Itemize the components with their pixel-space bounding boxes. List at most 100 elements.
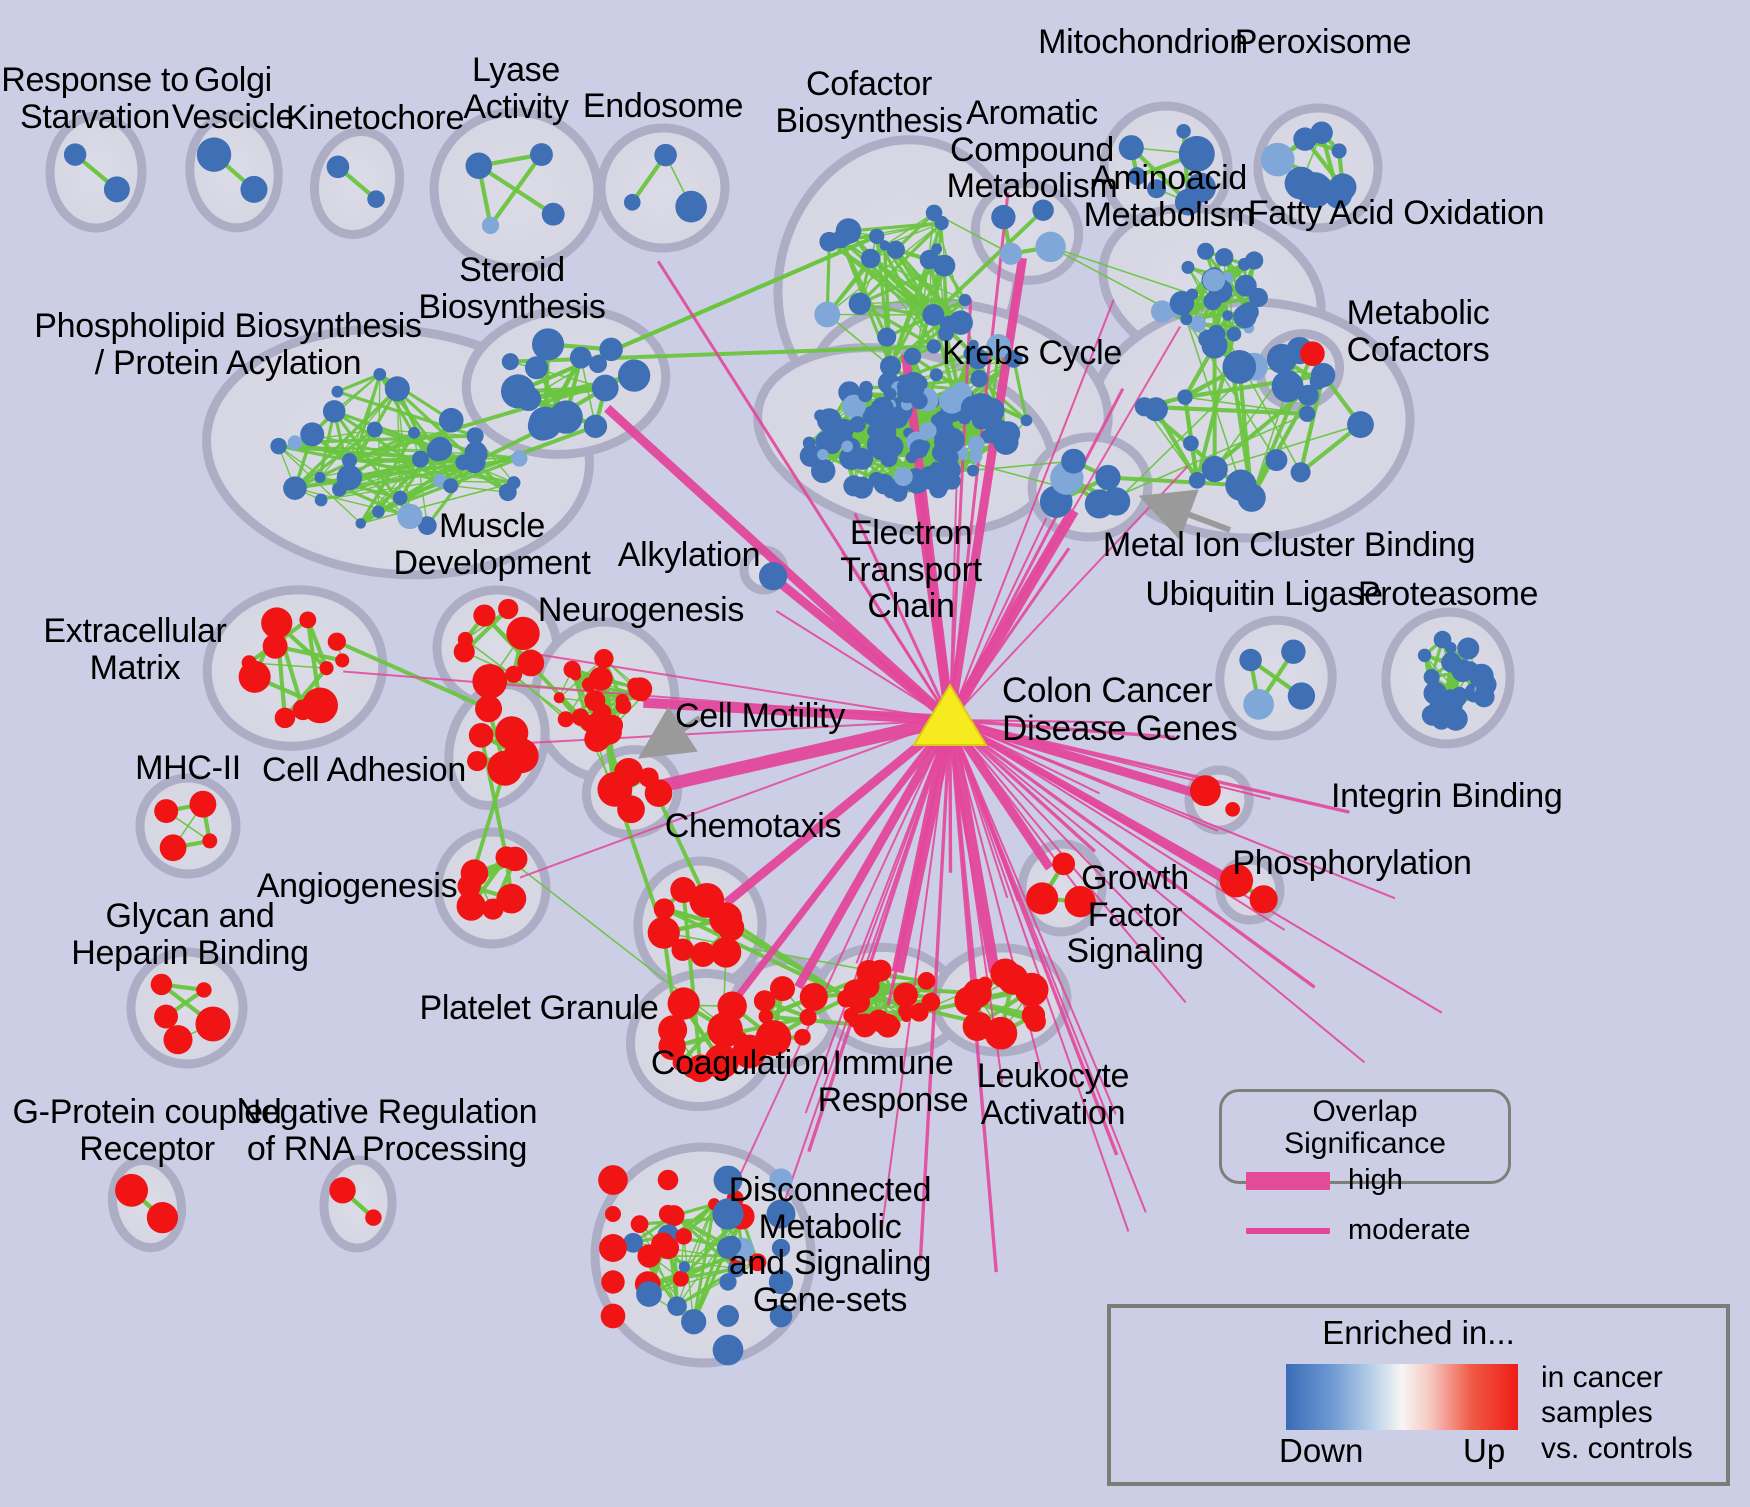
gene-set-node[interactable] bbox=[966, 464, 979, 477]
disease-gene-link[interactable] bbox=[944, 719, 1000, 973]
gene-set-node[interactable] bbox=[1147, 179, 1167, 199]
gene-set-node[interactable] bbox=[1189, 315, 1207, 333]
gene-set-node[interactable] bbox=[653, 898, 675, 920]
gene-set-node[interactable] bbox=[365, 1209, 382, 1226]
gene-set-node[interactable] bbox=[654, 143, 677, 167]
gene-set-node[interactable] bbox=[332, 481, 347, 497]
gene-set-node[interactable] bbox=[769, 1304, 793, 1328]
gene-set-node[interactable] bbox=[802, 436, 816, 450]
gene-set-node[interactable] bbox=[879, 240, 890, 251]
gene-set-node[interactable] bbox=[1451, 706, 1462, 717]
gene-set-node[interactable] bbox=[150, 973, 173, 996]
gene-set-node[interactable] bbox=[341, 452, 357, 468]
gene-set-node[interactable] bbox=[1143, 397, 1168, 422]
gene-set-node[interactable] bbox=[934, 215, 949, 231]
gene-set-node[interactable] bbox=[1460, 661, 1480, 680]
gene-set-node[interactable] bbox=[960, 395, 986, 421]
gene-set-node[interactable] bbox=[1128, 167, 1147, 186]
gene-set-node[interactable] bbox=[500, 374, 536, 409]
gene-set-node[interactable] bbox=[939, 387, 965, 414]
gene-set-node[interactable] bbox=[331, 385, 344, 398]
gene-set-node[interactable] bbox=[713, 1165, 743, 1195]
gene-set-node[interactable] bbox=[487, 750, 523, 786]
gene-set-node[interactable] bbox=[1287, 682, 1316, 710]
gene-set-node[interactable] bbox=[240, 175, 268, 203]
gene-set-node[interactable] bbox=[919, 422, 937, 440]
gene-set-node[interactable] bbox=[617, 359, 651, 392]
gene-set-node[interactable] bbox=[991, 204, 1016, 230]
gene-set-node[interactable] bbox=[592, 727, 613, 748]
gene-set-node[interactable] bbox=[591, 374, 619, 402]
gene-set-node[interactable] bbox=[814, 409, 827, 422]
gene-set-node[interactable] bbox=[1014, 972, 1049, 1007]
gene-set-node[interactable] bbox=[886, 240, 905, 259]
gene-set-node[interactable] bbox=[709, 902, 743, 936]
gene-set-node[interactable] bbox=[468, 722, 494, 748]
gene-set-node[interactable] bbox=[1443, 706, 1468, 731]
gene-set-node[interactable] bbox=[614, 758, 644, 788]
gene-set-node[interactable] bbox=[270, 437, 287, 455]
disease-gene-link[interactable] bbox=[723, 717, 953, 1014]
disease-gene-link[interactable] bbox=[519, 719, 951, 879]
gene-set-node[interactable] bbox=[712, 1334, 744, 1366]
gene-set-node[interactable] bbox=[327, 632, 346, 651]
gene-set-node[interactable] bbox=[748, 1253, 767, 1272]
gene-set-node[interactable] bbox=[848, 1016, 860, 1028]
gene-set-node[interactable] bbox=[438, 407, 464, 433]
gene-set-node[interactable] bbox=[766, 1199, 796, 1229]
gene-set-node[interactable] bbox=[672, 994, 694, 1016]
gene-set-node[interactable] bbox=[598, 1165, 628, 1195]
gene-set-node[interactable] bbox=[600, 1303, 626, 1329]
gene-set-node[interactable] bbox=[498, 483, 517, 502]
gene-set-node[interactable] bbox=[1186, 288, 1199, 301]
gene-set-node[interactable] bbox=[501, 353, 519, 371]
gene-set-node[interactable] bbox=[753, 990, 776, 1012]
gene-set-node[interactable] bbox=[984, 1016, 1018, 1050]
gene-set-node[interactable] bbox=[656, 1236, 680, 1260]
gene-set-node[interactable] bbox=[393, 490, 408, 506]
gene-set-node[interactable] bbox=[678, 1261, 691, 1273]
gene-set-node[interactable] bbox=[196, 982, 212, 998]
gene-set-node[interactable] bbox=[319, 661, 334, 676]
gene-set-node[interactable] bbox=[1201, 332, 1228, 359]
gene-set-node[interactable] bbox=[467, 750, 488, 772]
gene-set-node[interactable] bbox=[453, 641, 475, 663]
gene-set-node[interactable] bbox=[202, 833, 218, 849]
gene-set-node[interactable] bbox=[262, 633, 288, 659]
gene-set-node[interactable] bbox=[769, 1168, 793, 1192]
gene-set-node[interactable] bbox=[496, 883, 527, 914]
gene-set-node[interactable] bbox=[853, 1013, 877, 1038]
gene-set-node[interactable] bbox=[472, 663, 508, 699]
gene-set-node[interactable] bbox=[314, 493, 328, 507]
gene-set-node[interactable] bbox=[460, 859, 489, 887]
gene-set-node[interactable] bbox=[287, 435, 303, 451]
gene-set-node[interactable] bbox=[851, 476, 873, 499]
gene-set-node[interactable] bbox=[667, 1296, 687, 1316]
disease-gene-link[interactable] bbox=[949, 326, 1181, 721]
gene-set-node[interactable] bbox=[848, 292, 871, 315]
gene-set-node[interactable] bbox=[1239, 648, 1262, 672]
gene-set-node[interactable] bbox=[299, 611, 317, 629]
gene-set-node[interactable] bbox=[672, 1270, 689, 1287]
disease-gene-link[interactable] bbox=[723, 716, 953, 907]
gene-set-node[interactable] bbox=[858, 387, 873, 403]
gene-set-node[interactable] bbox=[970, 369, 988, 388]
gene-set-node[interactable] bbox=[675, 1228, 692, 1245]
gene-set-node[interactable] bbox=[658, 1204, 678, 1224]
gene-set-node[interactable] bbox=[758, 562, 788, 591]
gene-set-node[interactable] bbox=[670, 877, 697, 903]
gene-set-node[interactable] bbox=[712, 1198, 744, 1230]
gene-set-node[interactable] bbox=[690, 941, 716, 967]
gene-set-node[interactable] bbox=[1189, 775, 1221, 807]
gene-set-node[interactable] bbox=[875, 1013, 900, 1038]
gene-set-node[interactable] bbox=[292, 699, 314, 721]
gene-set-node[interactable] bbox=[658, 1015, 688, 1045]
gene-set-node[interactable] bbox=[355, 518, 366, 529]
disease-gene-link[interactable] bbox=[727, 719, 951, 1202]
gene-set-node[interactable] bbox=[638, 767, 659, 788]
gene-set-node[interactable] bbox=[799, 444, 822, 467]
gene-set-node[interactable] bbox=[868, 401, 892, 424]
gene-set-node[interactable] bbox=[1176, 124, 1191, 139]
gene-set-node[interactable] bbox=[1188, 472, 1206, 489]
gene-set-node[interactable] bbox=[583, 414, 608, 438]
